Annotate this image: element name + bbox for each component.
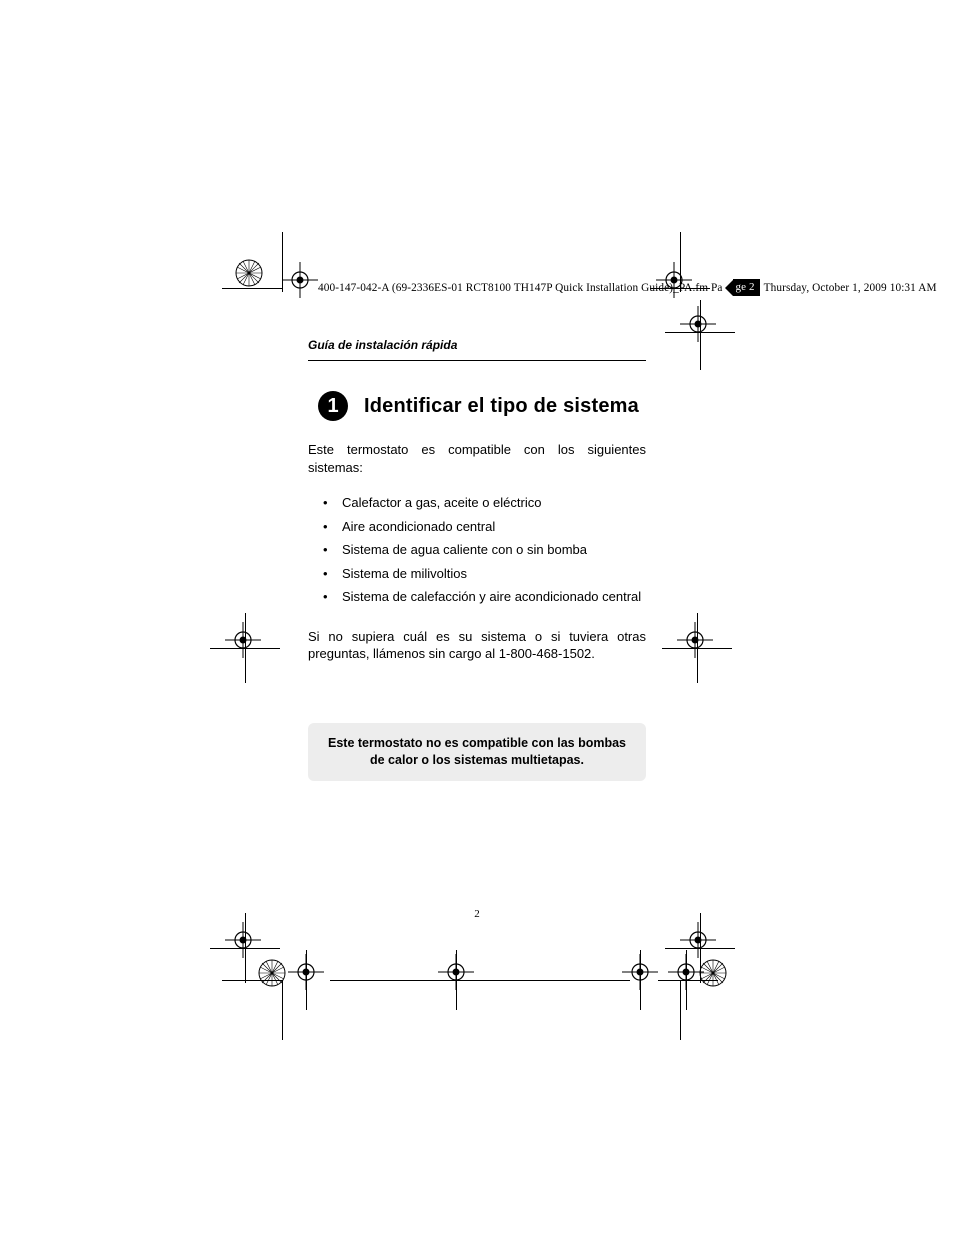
crop-line	[282, 980, 283, 1040]
page-badge-label: ge 2	[736, 279, 755, 296]
list-item: Sistema de milivoltios	[308, 565, 646, 583]
compatible-systems-list: Calefactor a gas, aceite o eléctrico Air…	[308, 494, 646, 606]
crosshair-icon	[225, 922, 261, 958]
warning-callout: Este termostato no es compatible con las…	[308, 723, 646, 781]
content-column: Guía de instalación rápida 1 Identificar…	[308, 338, 646, 781]
crosshair-icon	[677, 622, 713, 658]
crop-line	[700, 300, 701, 370]
title-rule	[308, 360, 646, 361]
file-header-left: 400-147-042-A (69-2336ES-01 RCT8100 TH14…	[318, 282, 723, 294]
contact-paragraph: Si no supiera cuál es su sistema o si tu…	[308, 628, 646, 663]
crosshair-icon	[225, 622, 261, 658]
crop-line	[456, 950, 457, 1010]
step-number-badge: 1	[318, 391, 348, 421]
crop-line	[697, 613, 698, 683]
crop-line	[330, 980, 630, 981]
reg-circle-icon	[698, 958, 728, 988]
crop-line	[700, 913, 701, 983]
triangle-icon	[725, 280, 733, 296]
file-header-right: Thursday, October 1, 2009 10:31 AM	[764, 282, 937, 294]
crop-line	[245, 913, 246, 983]
list-item: Calefactor a gas, aceite o eléctrico	[308, 494, 646, 512]
list-item: Sistema de agua caliente con o sin bomba	[308, 541, 646, 559]
section-heading: Identificar el tipo de sistema	[364, 395, 639, 418]
reg-circle-icon	[234, 258, 264, 288]
list-item: Sistema de calefacción y aire acondicion…	[308, 588, 646, 606]
crop-line	[222, 980, 282, 981]
crop-line	[222, 288, 282, 289]
list-item: Aire acondicionado central	[308, 518, 646, 536]
intro-paragraph: Este termostato es compatible con los si…	[308, 441, 646, 476]
crop-line	[686, 950, 687, 1010]
crop-line	[658, 980, 718, 981]
heading-row: 1 Identificar el tipo de sistema	[318, 391, 646, 421]
doc-subtitle: Guía de instalación rápida	[308, 338, 646, 360]
crop-line	[282, 232, 283, 292]
crosshair-icon	[282, 262, 318, 298]
page-badge: ge 2	[725, 279, 760, 296]
file-header: 400-147-042-A (69-2336ES-01 RCT8100 TH14…	[318, 279, 928, 296]
crosshair-icon	[680, 306, 716, 342]
crop-line	[640, 950, 641, 1010]
crop-line	[245, 613, 246, 683]
body-text: Este termostato es compatible con los si…	[308, 441, 646, 781]
crop-line	[680, 980, 681, 1040]
page-number: 2	[0, 908, 954, 920]
page: 400-147-042-A (69-2336ES-01 RCT8100 TH14…	[0, 0, 954, 1235]
crop-line	[306, 950, 307, 1010]
